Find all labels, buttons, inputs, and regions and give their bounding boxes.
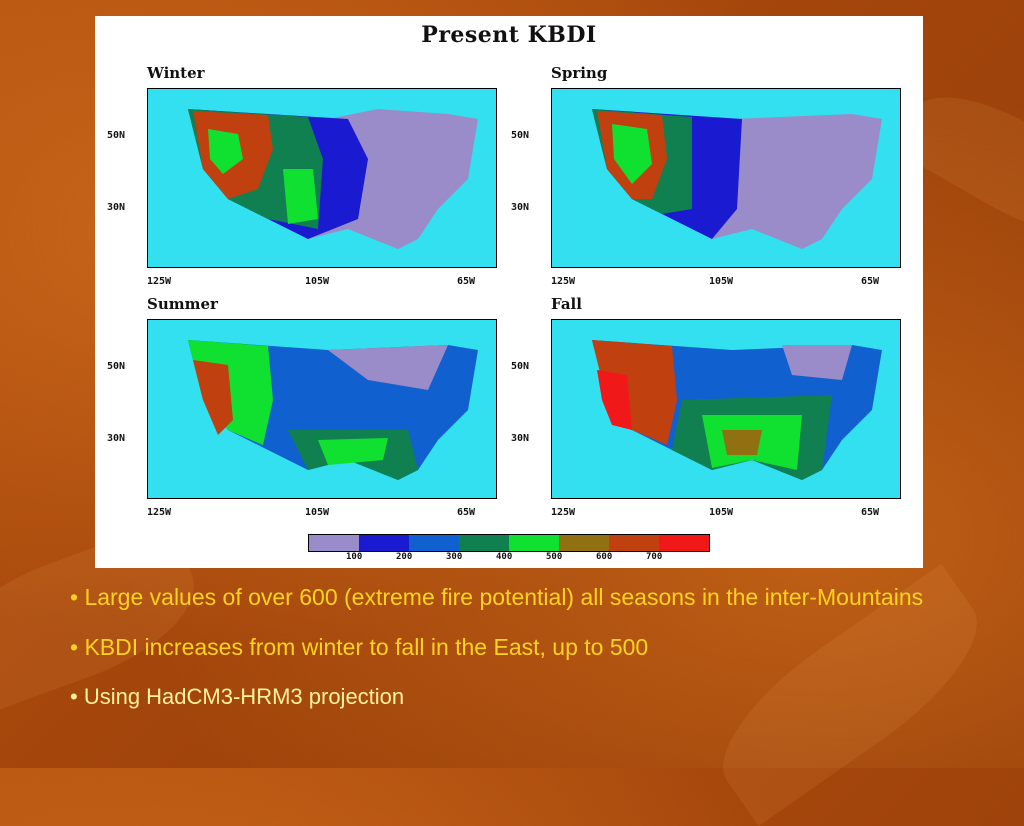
- bullet-item: • Using HadCM3-HRM3 projection: [70, 684, 405, 709]
- x-tick: 125W: [147, 276, 172, 287]
- seasonal-map: [188, 340, 478, 480]
- colorbar-label: 200: [396, 552, 413, 562]
- x-tick: 65W: [861, 276, 880, 287]
- x-tick: 125W: [147, 507, 172, 518]
- panel-winter: Winter 50N 30N 125W 105W 65W: [95, 64, 497, 323]
- bullet-item: • Large values of over 600 (extreme fire…: [70, 584, 924, 610]
- panel-summer: Summer 50N 30N 125W 105W 65W: [95, 295, 497, 554]
- seasonal-map: [592, 340, 882, 480]
- colorbar-segment: [359, 535, 409, 551]
- colorbar-label: 600: [596, 552, 613, 562]
- panel-label: Fall: [551, 295, 582, 313]
- bullet-list: • Large values of over 600 (extreme fire…: [70, 580, 950, 730]
- bullet-item: • KBDI increases from winter to fall in …: [70, 634, 649, 660]
- x-tick: 105W: [305, 507, 330, 518]
- colorbar-segment: [309, 535, 359, 551]
- x-tick: 125W: [551, 507, 576, 518]
- colorbar-label: 300: [446, 552, 463, 562]
- x-tick: 125W: [551, 276, 576, 287]
- y-tick: 30N: [107, 202, 126, 213]
- y-tick: 50N: [511, 361, 530, 372]
- x-tick: 105W: [305, 276, 330, 287]
- y-tick: 30N: [511, 433, 530, 444]
- panel-fall: Fall 50N 30N 125W 105W 65W: [499, 295, 901, 554]
- colorbar-label: 400: [496, 552, 513, 562]
- panel-spring: Spring 50N 30N 125W 105W 65W: [499, 64, 901, 323]
- panel-label: Spring: [551, 64, 608, 82]
- y-tick: 50N: [107, 361, 126, 372]
- map-summer: [147, 319, 497, 499]
- figure-title: Present KBDI: [421, 22, 597, 48]
- colorbar-segment: [459, 535, 509, 551]
- map-spring: [551, 88, 901, 268]
- y-tick: 30N: [107, 433, 126, 444]
- x-tick: 65W: [457, 507, 476, 518]
- y-tick: 50N: [511, 130, 530, 141]
- colorbar-segment: [409, 535, 459, 551]
- colorbar-segment: [509, 535, 559, 551]
- colorbar-segment: [609, 535, 659, 551]
- colorbar-segment: [559, 535, 609, 551]
- x-tick: 65W: [861, 507, 880, 518]
- y-tick: 50N: [107, 130, 126, 141]
- x-tick: 105W: [709, 276, 734, 287]
- colorbar-label: 100: [346, 552, 363, 562]
- x-tick: 105W: [709, 507, 734, 518]
- panel-label: Winter: [147, 64, 205, 82]
- kbdi-figure: Present KBDI Winter 50N 30N 125W 105W 65…: [95, 16, 923, 568]
- colorbar-segment: [659, 535, 709, 551]
- seasonal-map: [148, 89, 496, 249]
- y-tick: 30N: [511, 202, 530, 213]
- x-tick: 65W: [457, 276, 476, 287]
- map-fall: [551, 319, 901, 499]
- seasonal-map: [592, 109, 882, 249]
- panel-label: Summer: [147, 295, 218, 313]
- map-winter: [147, 88, 497, 268]
- colorbar-label: 500: [546, 552, 563, 562]
- colorbar: [308, 534, 710, 552]
- colorbar-label: 700: [646, 552, 663, 562]
